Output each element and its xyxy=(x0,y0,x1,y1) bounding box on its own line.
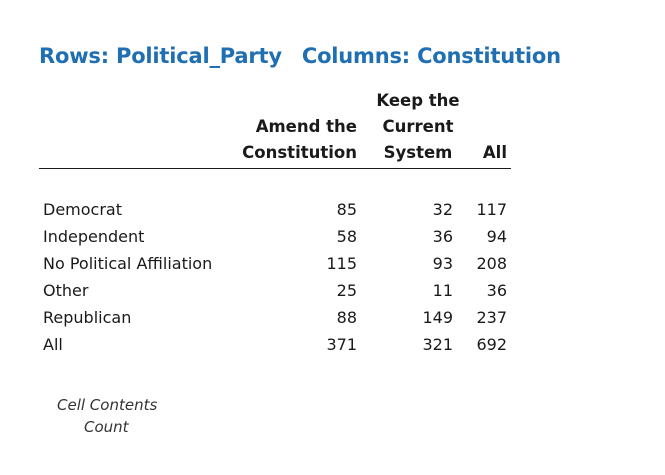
cell-amend: 85 xyxy=(336,200,357,219)
cell-keep: 149 xyxy=(422,308,453,327)
column-header-amend: Amend the Constitution xyxy=(229,88,357,169)
row-label: Republican xyxy=(43,308,132,327)
table-row-total: All 371 321 692 xyxy=(39,331,511,358)
spacer-row xyxy=(39,169,511,197)
column-header-keep: Keep the Current System xyxy=(357,88,469,169)
table-row: Democrat 85 32 117 xyxy=(39,196,511,223)
cell-all: 36 xyxy=(486,281,507,300)
cell-all: 94 xyxy=(486,227,507,246)
table-row: Republican 88 149 237 xyxy=(39,304,511,331)
cell-keep: 93 xyxy=(432,254,453,273)
table-row: Independent 58 36 94 xyxy=(39,223,511,250)
cell-contents-value: Count xyxy=(84,418,129,436)
row-label: All xyxy=(43,335,63,354)
column-header-all: All xyxy=(469,88,511,169)
spacer-cell xyxy=(39,169,511,197)
column-header-keep-line2: Current xyxy=(382,117,454,136)
row-label: Democrat xyxy=(43,200,122,219)
table-title: Rows: Political_Party Columns: Constituti… xyxy=(39,44,561,68)
cell-amend: 88 xyxy=(336,308,357,327)
rows-label: Rows: Political_Party xyxy=(39,44,282,68)
columns-label: Columns: Constitution xyxy=(301,44,561,68)
row-label: No Political Affiliation xyxy=(43,254,213,273)
cell-all: 692 xyxy=(476,335,507,354)
cell-all: 208 xyxy=(476,254,507,273)
column-header-amend-line1: Amend the xyxy=(255,117,357,136)
header-row: Amend the Constitution Keep the Current … xyxy=(39,88,511,169)
cell-amend: 58 xyxy=(336,227,357,246)
table-row: Other 25 11 36 xyxy=(39,277,511,304)
row-label: Other xyxy=(43,281,89,300)
cell-all: 237 xyxy=(476,308,507,327)
cell-keep: 32 xyxy=(432,200,453,219)
column-header-amend-line2: Constitution xyxy=(242,143,357,162)
cell-keep: 36 xyxy=(432,227,453,246)
table-row: No Political Affiliation 115 93 208 xyxy=(39,250,511,277)
row-label: Independent xyxy=(43,227,145,246)
crosstab-table: Amend the Constitution Keep the Current … xyxy=(39,88,511,358)
cell-keep: 321 xyxy=(422,335,453,354)
cell-amend: 25 xyxy=(336,281,357,300)
cell-all: 117 xyxy=(476,200,507,219)
column-header-keep-line3: System xyxy=(383,143,453,162)
cell-contents-note: Cell Contents Count xyxy=(57,394,157,438)
cell-contents-label: Cell Contents xyxy=(57,396,158,414)
row-label-header xyxy=(39,88,229,169)
cell-amend: 115 xyxy=(326,254,357,273)
cell-amend: 371 xyxy=(326,335,357,354)
column-header-keep-line1: Keep the xyxy=(376,91,460,110)
cell-keep: 11 xyxy=(432,281,453,300)
